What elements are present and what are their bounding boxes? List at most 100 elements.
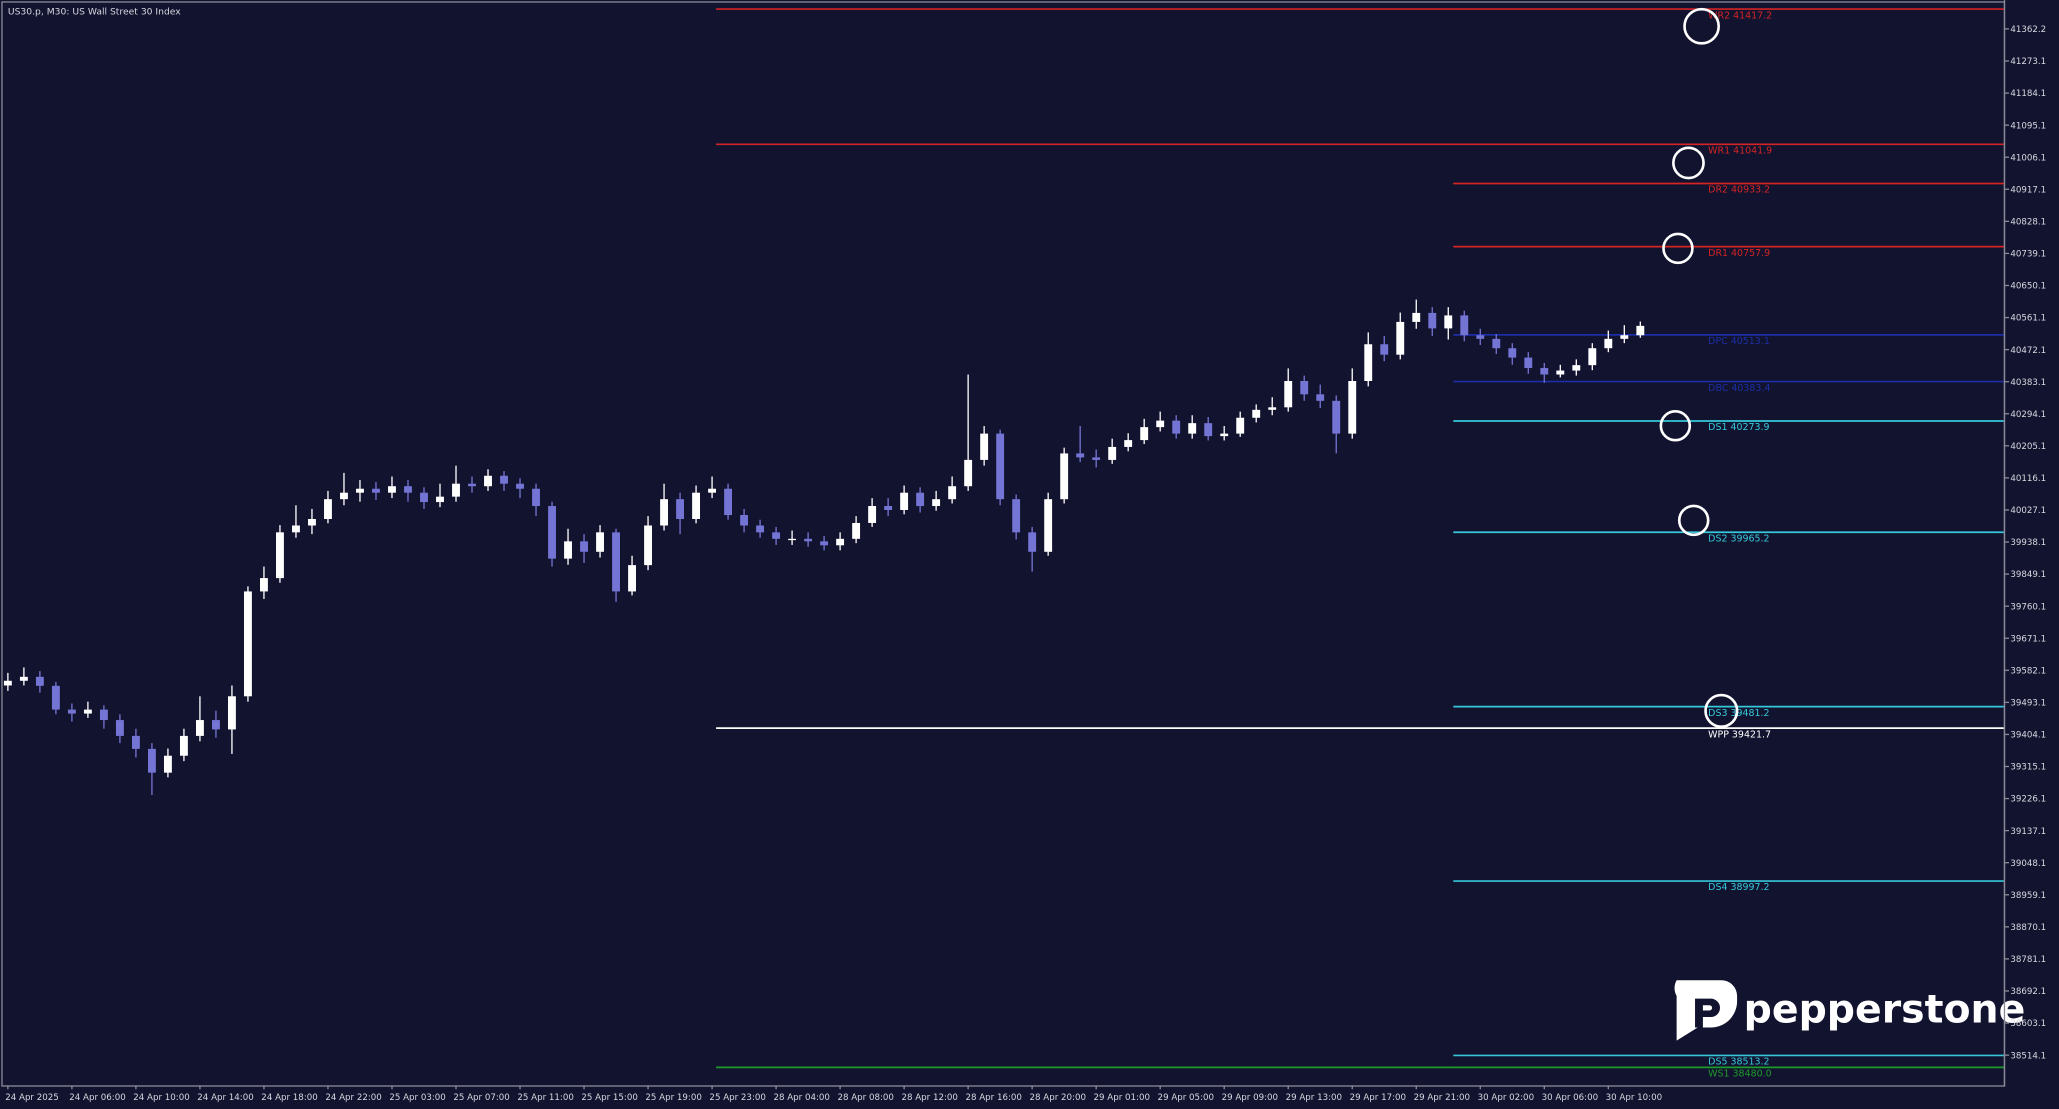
y-tick-label: 39226.1 [2010,795,2046,805]
candle-body [1172,420,1181,434]
y-tick-label: 40205.1 [2010,442,2046,452]
candle-body [67,709,76,714]
candle-body [532,488,540,507]
y-tick-label: 41095.1 [2010,121,2046,131]
y-tick-label: 39760.1 [2010,602,2046,612]
x-tick-label: 24 Apr 06:00 [69,1093,125,1103]
level-label: DBC 40383.4 [1708,383,1770,394]
x-tick-label: 24 Apr 2025 [5,1093,59,1103]
x-tick-label: 28 Apr 08:00 [837,1093,893,1103]
level-label: DS3 39481.2 [1708,708,1769,719]
candle-body [1636,325,1645,336]
annotations [1659,7,1739,728]
y-tick-label: 39404.1 [2010,731,2046,741]
level-label: DR1 40757.9 [1708,248,1770,259]
candle-body [163,755,172,773]
x-tick-label: 30 Apr 02:00 [1478,1093,1534,1103]
y-tick-label: 39137.1 [2010,827,2046,837]
candle-body [260,578,268,592]
candles [3,299,1645,796]
y-tick-label: 40917.1 [2010,185,2046,195]
chart-title: US30.p, M30: US Wall Street 30 Index [8,6,181,17]
y-tick-label: 38870.1 [2010,923,2046,933]
y-tick-label: 38959.1 [2010,891,2046,901]
levels: WR2 41417.2 WR1 41041.9 DR2 40933.2 DR1 407… [716,8,2004,1080]
candle-body [1108,446,1117,460]
candle-body [1476,335,1485,339]
y-tick-label: 41184.1 [2010,89,2046,99]
candle-body [228,696,236,730]
x-tick-label: 28 Apr 04:00 [773,1093,829,1103]
candle-body [19,676,28,681]
candle-body [1140,427,1149,441]
candle-body [1188,423,1197,434]
candle-body [1508,348,1517,358]
candle-body [1412,312,1421,322]
candle-body [1252,409,1261,418]
x-tick-label: 30 Apr 06:00 [1542,1093,1598,1103]
candle-body [308,519,316,526]
x-tick-label: 29 Apr 17:00 [1350,1093,1406,1103]
y-tick-label: 39938.1 [2010,538,2046,548]
candle-body [1444,315,1453,329]
y-tick-label: 41273.1 [2010,57,2046,67]
candle-body [1428,312,1437,329]
x-tick-label: 25 Apr 15:00 [581,1093,637,1103]
y-tick-label: 39849.1 [2010,570,2046,580]
candle-body [964,459,973,487]
candle-body [1124,440,1133,447]
candle-body [1604,338,1613,349]
candle-body [147,748,156,773]
y-tick-label: 40027.1 [2010,506,2046,516]
candle-body [211,720,220,730]
x-tick-label: 28 Apr 20:00 [1030,1093,1086,1103]
x-tick-label: 29 Apr 05:00 [1158,1093,1214,1103]
y-tick-label: 39493.1 [2010,699,2046,709]
level-label: WR2 41417.2 [1708,10,1772,21]
candle-body [468,483,476,487]
candle-body [660,499,668,526]
candle-body [1268,407,1277,410]
x-tick-label: 29 Apr 21:00 [1414,1093,1470,1103]
candle-body [404,486,412,493]
y-tick-label: 40116.1 [2010,474,2046,484]
candle-body [580,541,588,552]
candle-body [3,680,12,686]
y-tick-label: 38603.1 [2010,1019,2046,1029]
candle-body [1348,380,1357,434]
level-label: DS2 39965.2 [1708,533,1769,544]
logo-text: pepperstone [1744,986,2026,1032]
candle-body [724,488,733,516]
candle-body [516,483,524,489]
x-tick-label: 28 Apr 16:00 [966,1093,1022,1103]
candle-body [676,499,685,520]
annotation-circle [1659,409,1692,442]
candle-body [1460,315,1469,336]
level-label: WS1 38480.0 [1708,1069,1771,1080]
y-tick-label: 41362.2 [2010,25,2046,35]
x-tick-label: 24 Apr 22:00 [325,1093,381,1103]
annotation-circle [1662,232,1694,265]
candle-body [788,538,797,541]
candle-body [436,496,444,503]
x-tick-label: 29 Apr 01:00 [1094,1093,1150,1103]
candle-body [708,488,717,493]
y-tick-label: 39048.1 [2010,859,2046,869]
candle-body [1588,348,1597,366]
y-tick-label: 40561.1 [2010,314,2046,324]
candle-body [292,525,300,533]
candle-body [836,538,845,546]
candle-body [644,525,652,566]
candle-body [276,532,284,579]
candle-body [1540,368,1549,375]
candle-body [1380,344,1389,355]
level-label: WR1 41041.9 [1708,146,1772,157]
candle-body [772,532,781,539]
level-label: DR2 40933.2 [1708,185,1770,196]
candle-body [51,685,60,710]
y-tick-label: 40383.1 [2010,378,2046,388]
annotation-circle [1704,693,1739,728]
